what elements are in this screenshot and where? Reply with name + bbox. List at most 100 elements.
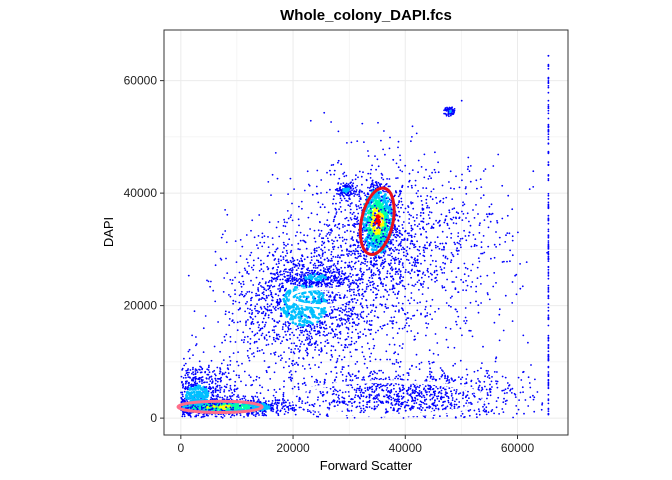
- data-point: [398, 236, 401, 238]
- data-point: [340, 246, 343, 248]
- data-point: [336, 262, 339, 265]
- data-point: [363, 320, 366, 323]
- data-point: [377, 181, 380, 184]
- data-point: [353, 225, 355, 228]
- data-point: [337, 324, 339, 327]
- data-point: [289, 216, 292, 219]
- data-point: [400, 206, 402, 209]
- data-point: [512, 416, 514, 419]
- data-point: [339, 324, 341, 327]
- data-point: [384, 209, 387, 212]
- data-point: [346, 289, 349, 292]
- data-point: [279, 359, 282, 361]
- data-point: [348, 315, 351, 317]
- data-point: [338, 314, 341, 316]
- data-point: [241, 275, 244, 277]
- data-point: [397, 353, 400, 356]
- data-point: [311, 193, 314, 196]
- data-point: [320, 347, 323, 350]
- data-point: [433, 394, 436, 397]
- data-point: [379, 272, 381, 274]
- data-point: [257, 257, 260, 260]
- data-point: [358, 207, 361, 209]
- data-point: [406, 311, 409, 314]
- data-point: [394, 268, 397, 270]
- data-point: [455, 216, 457, 219]
- data-point: [434, 151, 436, 154]
- data-point: [271, 318, 274, 320]
- data-point: [488, 213, 491, 216]
- data-point: [393, 352, 395, 355]
- data-point: [430, 211, 433, 214]
- data-point: [368, 234, 370, 237]
- data-point: [414, 259, 417, 262]
- data-point: [298, 260, 301, 263]
- data-point: [401, 384, 404, 387]
- data-point: [263, 360, 266, 362]
- data-point: [305, 300, 309, 304]
- data-point: [435, 265, 437, 268]
- data-point: [334, 265, 337, 267]
- data-point: [263, 336, 266, 339]
- data-point: [396, 248, 398, 251]
- data-point: [282, 306, 286, 310]
- data-point: [295, 345, 297, 347]
- data-point: [385, 203, 388, 206]
- data-point: [274, 251, 277, 253]
- data-point: [391, 304, 394, 307]
- data-point: [482, 194, 485, 197]
- data-point: [267, 246, 270, 249]
- data-point: [257, 287, 259, 289]
- data-point: [345, 303, 348, 306]
- data-point: [235, 374, 238, 377]
- data-point: [395, 240, 398, 242]
- data-point: [209, 402, 212, 405]
- data-point: [238, 301, 241, 304]
- data-point: [283, 303, 286, 306]
- data-point: [219, 350, 222, 353]
- data-point: [410, 184, 413, 187]
- data-point: [355, 239, 358, 241]
- data-point: [370, 218, 373, 221]
- data-point: [420, 195, 422, 198]
- data-point: [506, 214, 509, 217]
- data-point: [431, 198, 434, 201]
- data-point: [283, 408, 286, 411]
- data-point: [334, 335, 337, 338]
- data-point: [261, 321, 264, 323]
- data-point: [260, 268, 263, 270]
- data-point: [282, 401, 285, 404]
- data-point: [291, 321, 295, 324]
- data-point: [410, 140, 412, 143]
- data-point: [207, 369, 210, 371]
- data-point: [251, 330, 254, 333]
- data-point: [266, 255, 269, 257]
- data-point: [341, 270, 344, 272]
- data-point: [299, 248, 301, 251]
- data-point: [457, 291, 460, 293]
- data-point: [442, 197, 445, 200]
- data-point: [374, 248, 378, 252]
- data-point: [431, 273, 433, 276]
- data-point: [277, 355, 280, 358]
- data-point: [284, 404, 287, 407]
- data-point: [383, 235, 385, 238]
- data-point: [208, 366, 210, 368]
- data-point: [308, 363, 311, 366]
- data-point: [441, 272, 444, 274]
- data-point: [189, 369, 192, 371]
- data-point: [426, 195, 429, 197]
- data-point: [401, 203, 404, 206]
- data-point: [347, 328, 350, 331]
- data-point: [411, 240, 414, 243]
- data-point: [470, 385, 473, 387]
- data-point: [314, 240, 317, 243]
- data-point: [215, 397, 218, 400]
- data-point: [347, 372, 350, 375]
- data-point: [454, 287, 457, 289]
- data-point: [282, 241, 285, 244]
- data-point: [381, 304, 383, 307]
- data-point: [349, 400, 351, 403]
- data-point: [362, 310, 365, 313]
- data-point: [238, 294, 241, 297]
